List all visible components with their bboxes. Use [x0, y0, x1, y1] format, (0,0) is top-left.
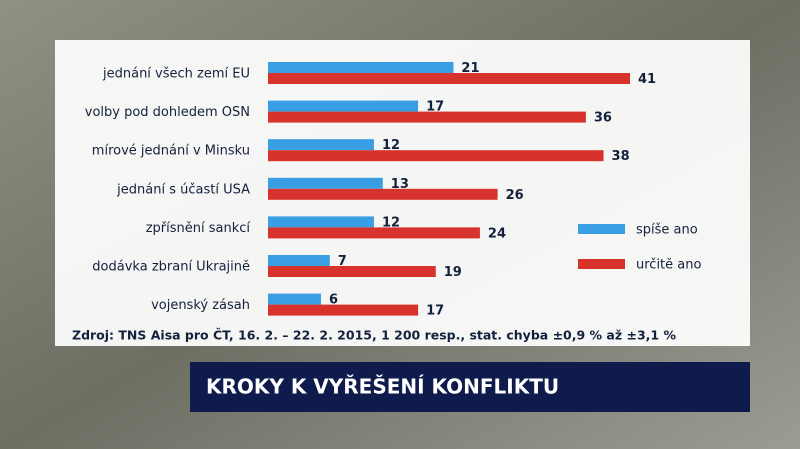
category-label: dodávka zbraní Ukrajině: [92, 260, 250, 275]
category-label: zpřísnění sankcí: [146, 221, 251, 236]
legend-label: určitě ano: [636, 258, 701, 273]
legend-swatch: [578, 259, 625, 269]
value-label: 19: [444, 265, 462, 280]
bar: [268, 227, 480, 239]
bar: [268, 111, 586, 123]
value-label: 13: [391, 177, 409, 192]
bar: [268, 150, 604, 162]
value-label: 17: [426, 304, 444, 319]
value-label: 12: [382, 215, 400, 230]
category-label: jednání s účastí USA: [116, 182, 250, 197]
bar: [268, 139, 374, 151]
legend-label: spíše ano: [636, 223, 698, 238]
value-label: 7: [338, 254, 347, 269]
source-note: Zdroj: TNS Aisa pro ČT, 16. 2. – 22. 2. …: [72, 328, 676, 343]
chart-title: KROKY K VYŘEŠENÍ KONFLIKTU: [206, 375, 559, 399]
value-label: 12: [382, 138, 400, 153]
value-label: 24: [488, 226, 506, 241]
bar: [268, 100, 419, 112]
value-label: 21: [461, 61, 479, 76]
category-label: jednání všech zemí EU: [102, 67, 250, 82]
value-label: 36: [594, 111, 612, 126]
value-label: 26: [506, 188, 524, 203]
category-label: volby pod dohledem OSN: [85, 105, 250, 120]
value-label: 17: [426, 100, 444, 115]
bar: [268, 177, 383, 189]
value-label: 38: [612, 149, 630, 164]
bar: [268, 188, 498, 200]
bar: [268, 266, 436, 277]
bar: [268, 293, 321, 305]
bar: [268, 255, 330, 266]
value-label: 6: [329, 293, 338, 308]
legend-swatch: [578, 224, 625, 234]
category-label: mírové jednání v Minsku: [92, 144, 250, 159]
bar: [268, 62, 454, 73]
value-label: 41: [638, 72, 656, 87]
bar: [268, 73, 631, 84]
bar: [268, 216, 374, 228]
category-label: vojenský zásah: [151, 298, 250, 313]
title-bar: [190, 362, 750, 412]
bar: [268, 304, 419, 316]
